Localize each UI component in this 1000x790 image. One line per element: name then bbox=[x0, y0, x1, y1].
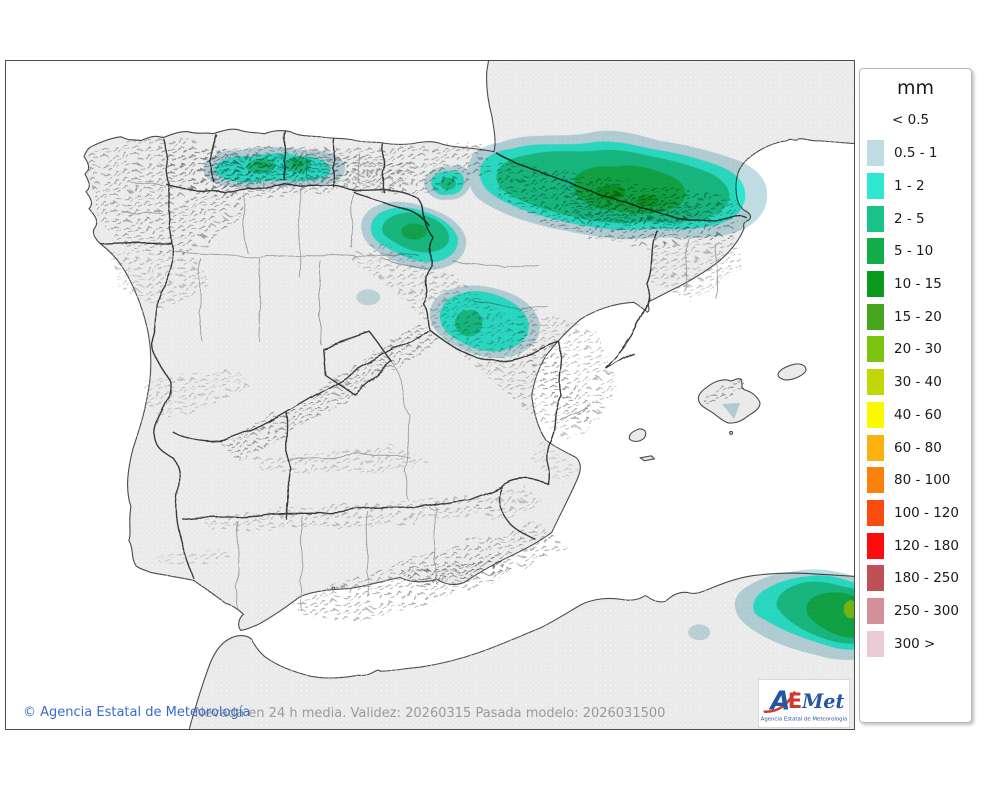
legend-swatch bbox=[867, 499, 884, 526]
legend-swatch bbox=[867, 434, 884, 461]
legend-swatch bbox=[867, 630, 884, 657]
logo-letters-met: Met bbox=[801, 690, 844, 713]
logo-caption: Agencia Estatal de Meteorología bbox=[761, 715, 848, 722]
copyright-text: © Agencia Estatal de Meteorología bbox=[23, 705, 251, 720]
legend-swatch bbox=[867, 336, 884, 363]
aemet-logo: A E Met Agencia Estatal de Meteorología bbox=[758, 679, 850, 728]
legend-swatch bbox=[867, 401, 884, 428]
logo-letter-a: A bbox=[768, 687, 790, 717]
legend-label: 30 - 40 bbox=[894, 374, 942, 391]
legend-label: 5 - 10 bbox=[894, 243, 934, 260]
legend-label: 1 - 2 bbox=[894, 178, 925, 195]
logo-swoosh bbox=[763, 691, 796, 713]
logo-letter-e: E bbox=[788, 688, 802, 713]
snow-africa-5-10 bbox=[806, 592, 854, 638]
legend-swatch bbox=[867, 303, 884, 330]
legend-row: 15 - 20 bbox=[867, 300, 971, 333]
legend-row: 20 - 30 bbox=[867, 333, 971, 366]
legend-row: 0.5 - 1 bbox=[867, 137, 971, 170]
legend-items: 0.5 - 1 1 - 2 2 - 5 5 - 10 10 - 15 15 - 20 20 … bbox=[867, 137, 971, 660]
legend-row: 60 - 80 bbox=[867, 431, 971, 464]
island-mallorca bbox=[697, 378, 761, 424]
legend-row: 80 - 100 bbox=[867, 464, 971, 497]
snow-universales-2-5 bbox=[454, 309, 483, 337]
legend-swatch bbox=[867, 369, 884, 396]
legend-label: 120 - 180 bbox=[894, 537, 959, 554]
legend-row: 120 - 180 bbox=[867, 529, 971, 562]
legend-swatch bbox=[867, 597, 884, 624]
snow-navarra-2-5 bbox=[439, 177, 456, 190]
map-caption: Nevada en 24 h media. Validez: 20260315 … bbox=[194, 706, 666, 721]
legend-label: 100 - 120 bbox=[894, 504, 959, 521]
snow-africa-speck-0.5-1 bbox=[688, 624, 711, 641]
islet-cabrera bbox=[729, 430, 734, 435]
legend-row: 2 - 5 bbox=[867, 202, 971, 235]
legend-panel: mm < 0.5 0.5 - 1 1 - 2 2 - 5 5 - 10 10 - 15 1… bbox=[859, 68, 972, 723]
snowfall-overlays bbox=[203, 130, 854, 660]
legend-label: 250 - 300 bbox=[894, 602, 959, 619]
legend-swatch bbox=[867, 467, 884, 494]
snow-guadalajara-0.5-1 bbox=[356, 289, 381, 306]
border-madrid bbox=[321, 331, 393, 395]
border-portugal-spain bbox=[99, 241, 195, 579]
legend-row: 5 - 10 bbox=[867, 235, 971, 268]
legend-label: 40 - 60 bbox=[894, 406, 942, 423]
legend-row: 180 - 250 bbox=[867, 562, 971, 595]
island-ibiza bbox=[628, 428, 647, 442]
snow-cantabrian-5-10 bbox=[257, 161, 268, 168]
legend-label: 60 - 80 bbox=[894, 439, 942, 456]
snow-demanda-5-10 bbox=[401, 223, 428, 240]
island-formentera bbox=[639, 455, 656, 462]
map-frame: © Agencia Estatal de Meteorología Nevada… bbox=[5, 60, 855, 730]
snow-universales-1-2 bbox=[439, 291, 529, 352]
legend-row: 100 - 120 bbox=[867, 497, 971, 530]
legend-label: 180 - 250 bbox=[894, 570, 959, 587]
legend-label: 80 - 100 bbox=[894, 472, 951, 489]
legend-row: 40 - 60 bbox=[867, 399, 971, 432]
legend-swatch bbox=[867, 532, 884, 559]
province-boundaries bbox=[120, 150, 718, 612]
legend-title: mm bbox=[896, 77, 935, 99]
snow-africa-20-30 bbox=[843, 600, 854, 619]
legend-row: 1 - 2 bbox=[867, 170, 971, 203]
map-canvas bbox=[6, 61, 854, 729]
legend-swatch bbox=[867, 271, 884, 298]
legend-swatch bbox=[867, 140, 884, 167]
legend-label: 0.5 - 1 bbox=[894, 145, 938, 162]
legend-swatch bbox=[867, 238, 884, 265]
snow-mallorca-0.5-1 bbox=[722, 402, 741, 419]
snow-pyrenees-10-15 bbox=[597, 184, 626, 201]
legend-row: 250 - 300 bbox=[867, 595, 971, 628]
legend-swatch bbox=[867, 205, 884, 232]
legend-swatch bbox=[867, 565, 884, 592]
legend-row: 10 - 15 bbox=[867, 268, 971, 301]
legend-label: 20 - 30 bbox=[894, 341, 942, 358]
legend-label: 300 > bbox=[894, 635, 936, 652]
legend-label: 2 - 5 bbox=[894, 210, 925, 227]
border-andalucia bbox=[182, 498, 468, 521]
legend-swatch bbox=[867, 173, 884, 200]
legend-label: 10 - 15 bbox=[894, 276, 942, 293]
legend-first-label: < 0.5 bbox=[892, 112, 930, 128]
island-menorca bbox=[777, 363, 807, 381]
border-sistema-central bbox=[172, 329, 431, 443]
legend-row: 300 > bbox=[867, 627, 971, 660]
legend-row: 30 - 40 bbox=[867, 366, 971, 399]
legend-label: 15 - 20 bbox=[894, 308, 942, 325]
